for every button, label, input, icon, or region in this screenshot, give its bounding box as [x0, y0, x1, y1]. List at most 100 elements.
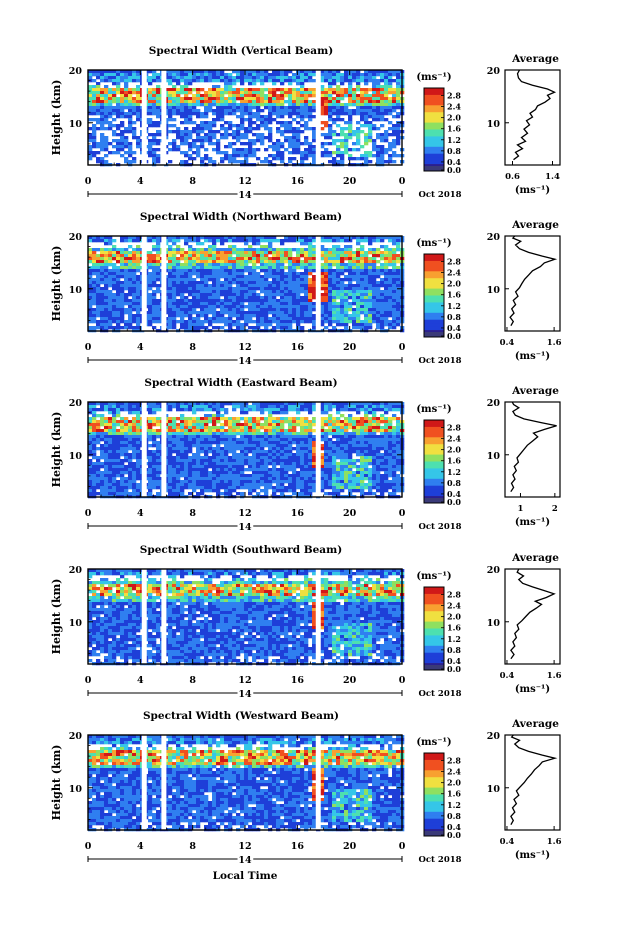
heatmap-cell: [236, 417, 240, 420]
heatmap-cell: [296, 130, 300, 133]
heatmap-cell: [184, 302, 188, 305]
heatmap-cell: [268, 269, 272, 272]
heatmap-cell: [312, 151, 316, 154]
heatmap-cell: [168, 269, 172, 272]
heatmap-cell: [264, 106, 268, 109]
heatmap-cell: [336, 278, 340, 281]
heatmap-cell: [264, 124, 268, 127]
heatmap-cell: [352, 420, 356, 423]
heatmap-cell: [340, 94, 344, 97]
heatmap-cell: [380, 76, 384, 79]
heatmap-cell: [196, 423, 200, 426]
heatmap-cell: [380, 302, 384, 305]
heatmap-cell: [380, 118, 384, 121]
heatmap-cell: [336, 103, 340, 106]
heatmap-cell: [304, 88, 308, 91]
heatmap-cell: [208, 133, 212, 136]
heatmap-cell: [280, 275, 284, 278]
heatmap-cell: [268, 73, 272, 76]
heatmap-cell: [272, 239, 276, 242]
heatmap-cell: [192, 420, 196, 423]
heatmap-cell: [260, 100, 264, 103]
heatmap-cell: [112, 296, 116, 299]
heatmap-cell: [112, 311, 116, 314]
heatmap-cell: [228, 311, 232, 314]
heatmap-cell: [120, 124, 124, 127]
heatmap-cell: [348, 112, 352, 115]
heatmap-cell: [256, 254, 260, 257]
heatmap-cell: [108, 115, 112, 118]
heatmap-cell: [336, 91, 340, 94]
heatmap-cell: [268, 293, 272, 296]
data-gap: [316, 70, 321, 165]
heatmap-cell: [116, 423, 120, 426]
heatmap-cell: [200, 79, 204, 82]
heatmap-cell: [268, 417, 272, 420]
heatmap-cell: [288, 145, 292, 148]
heatmap-cell: [152, 420, 156, 423]
heatmap-cell: [268, 139, 272, 142]
heatmap-cell: [156, 275, 160, 278]
heatmap-cells: [88, 236, 404, 332]
heatmap-cell: [172, 130, 176, 133]
heatmap-cell: [168, 251, 172, 254]
heatmap-cell: [204, 429, 208, 432]
heatmap-cell: [132, 411, 136, 414]
heatmap-cell: [380, 160, 384, 163]
heatmap-cell: [380, 257, 384, 260]
heatmap-cell: [356, 260, 360, 263]
heatmap-cell: [96, 88, 100, 91]
heatmap-cell: [204, 263, 208, 266]
heatmap-cell: [332, 139, 336, 142]
heatmap-cell: [324, 284, 328, 287]
heatmap-cell: [292, 408, 296, 411]
heatmap-cell: [308, 278, 312, 281]
heatmap-cell: [308, 94, 312, 97]
heatmap-cell: [196, 103, 200, 106]
heatmap-cell: [96, 100, 100, 103]
heatmap-cell: [372, 239, 376, 242]
heatmap-cell: [296, 257, 300, 260]
heatmap-cell: [244, 157, 248, 160]
heatmap-cell: [108, 239, 112, 242]
heatmap-cell: [344, 420, 348, 423]
colorbar-tick-label: 2.4: [447, 268, 461, 278]
heatmap-cell: [196, 426, 200, 429]
heatmap-cell: [156, 266, 160, 269]
heatmap-cell: [148, 278, 152, 281]
heatmap-cell: [188, 290, 192, 293]
heatmap-cell: [184, 420, 188, 423]
heatmap-cell: [120, 287, 124, 290]
heatmap-cell: [252, 82, 256, 85]
heatmap-cell: [124, 106, 128, 109]
heatmap-cell: [352, 417, 356, 420]
heatmap-cell: [128, 103, 132, 106]
heatmap-cell: [92, 426, 96, 429]
heatmap-cell: [124, 112, 128, 115]
heatmap-cell: [148, 100, 152, 103]
heatmap-cell: [104, 299, 108, 302]
heatmap-cell: [260, 305, 264, 308]
heatmap-cell: [384, 423, 388, 426]
heatmap-cell: [324, 275, 328, 278]
heatmap-cell: [380, 112, 384, 115]
heatmap-cell: [364, 263, 368, 266]
heatmap-cell: [292, 139, 296, 142]
heatmap-cell: [392, 115, 396, 118]
heatmap-cell: [340, 151, 344, 154]
heatmap-cell: [220, 106, 224, 109]
heatmap-cell: [120, 260, 124, 263]
heatmap-cell: [364, 103, 368, 106]
heatmap-cell: [128, 154, 132, 157]
heatmap-cell: [116, 76, 120, 79]
heatmap-cell: [272, 248, 276, 251]
heatmap-cell: [220, 263, 224, 266]
heatmap-cell: [152, 302, 156, 305]
heatmap-cell: [288, 130, 292, 133]
heatmap-cell: [120, 91, 124, 94]
heatmap-cell: [156, 263, 160, 266]
heatmap-cell: [96, 311, 100, 314]
heatmap-cell: [392, 100, 396, 103]
heatmap-cell: [200, 88, 204, 91]
heatmap-cell: [124, 263, 128, 266]
